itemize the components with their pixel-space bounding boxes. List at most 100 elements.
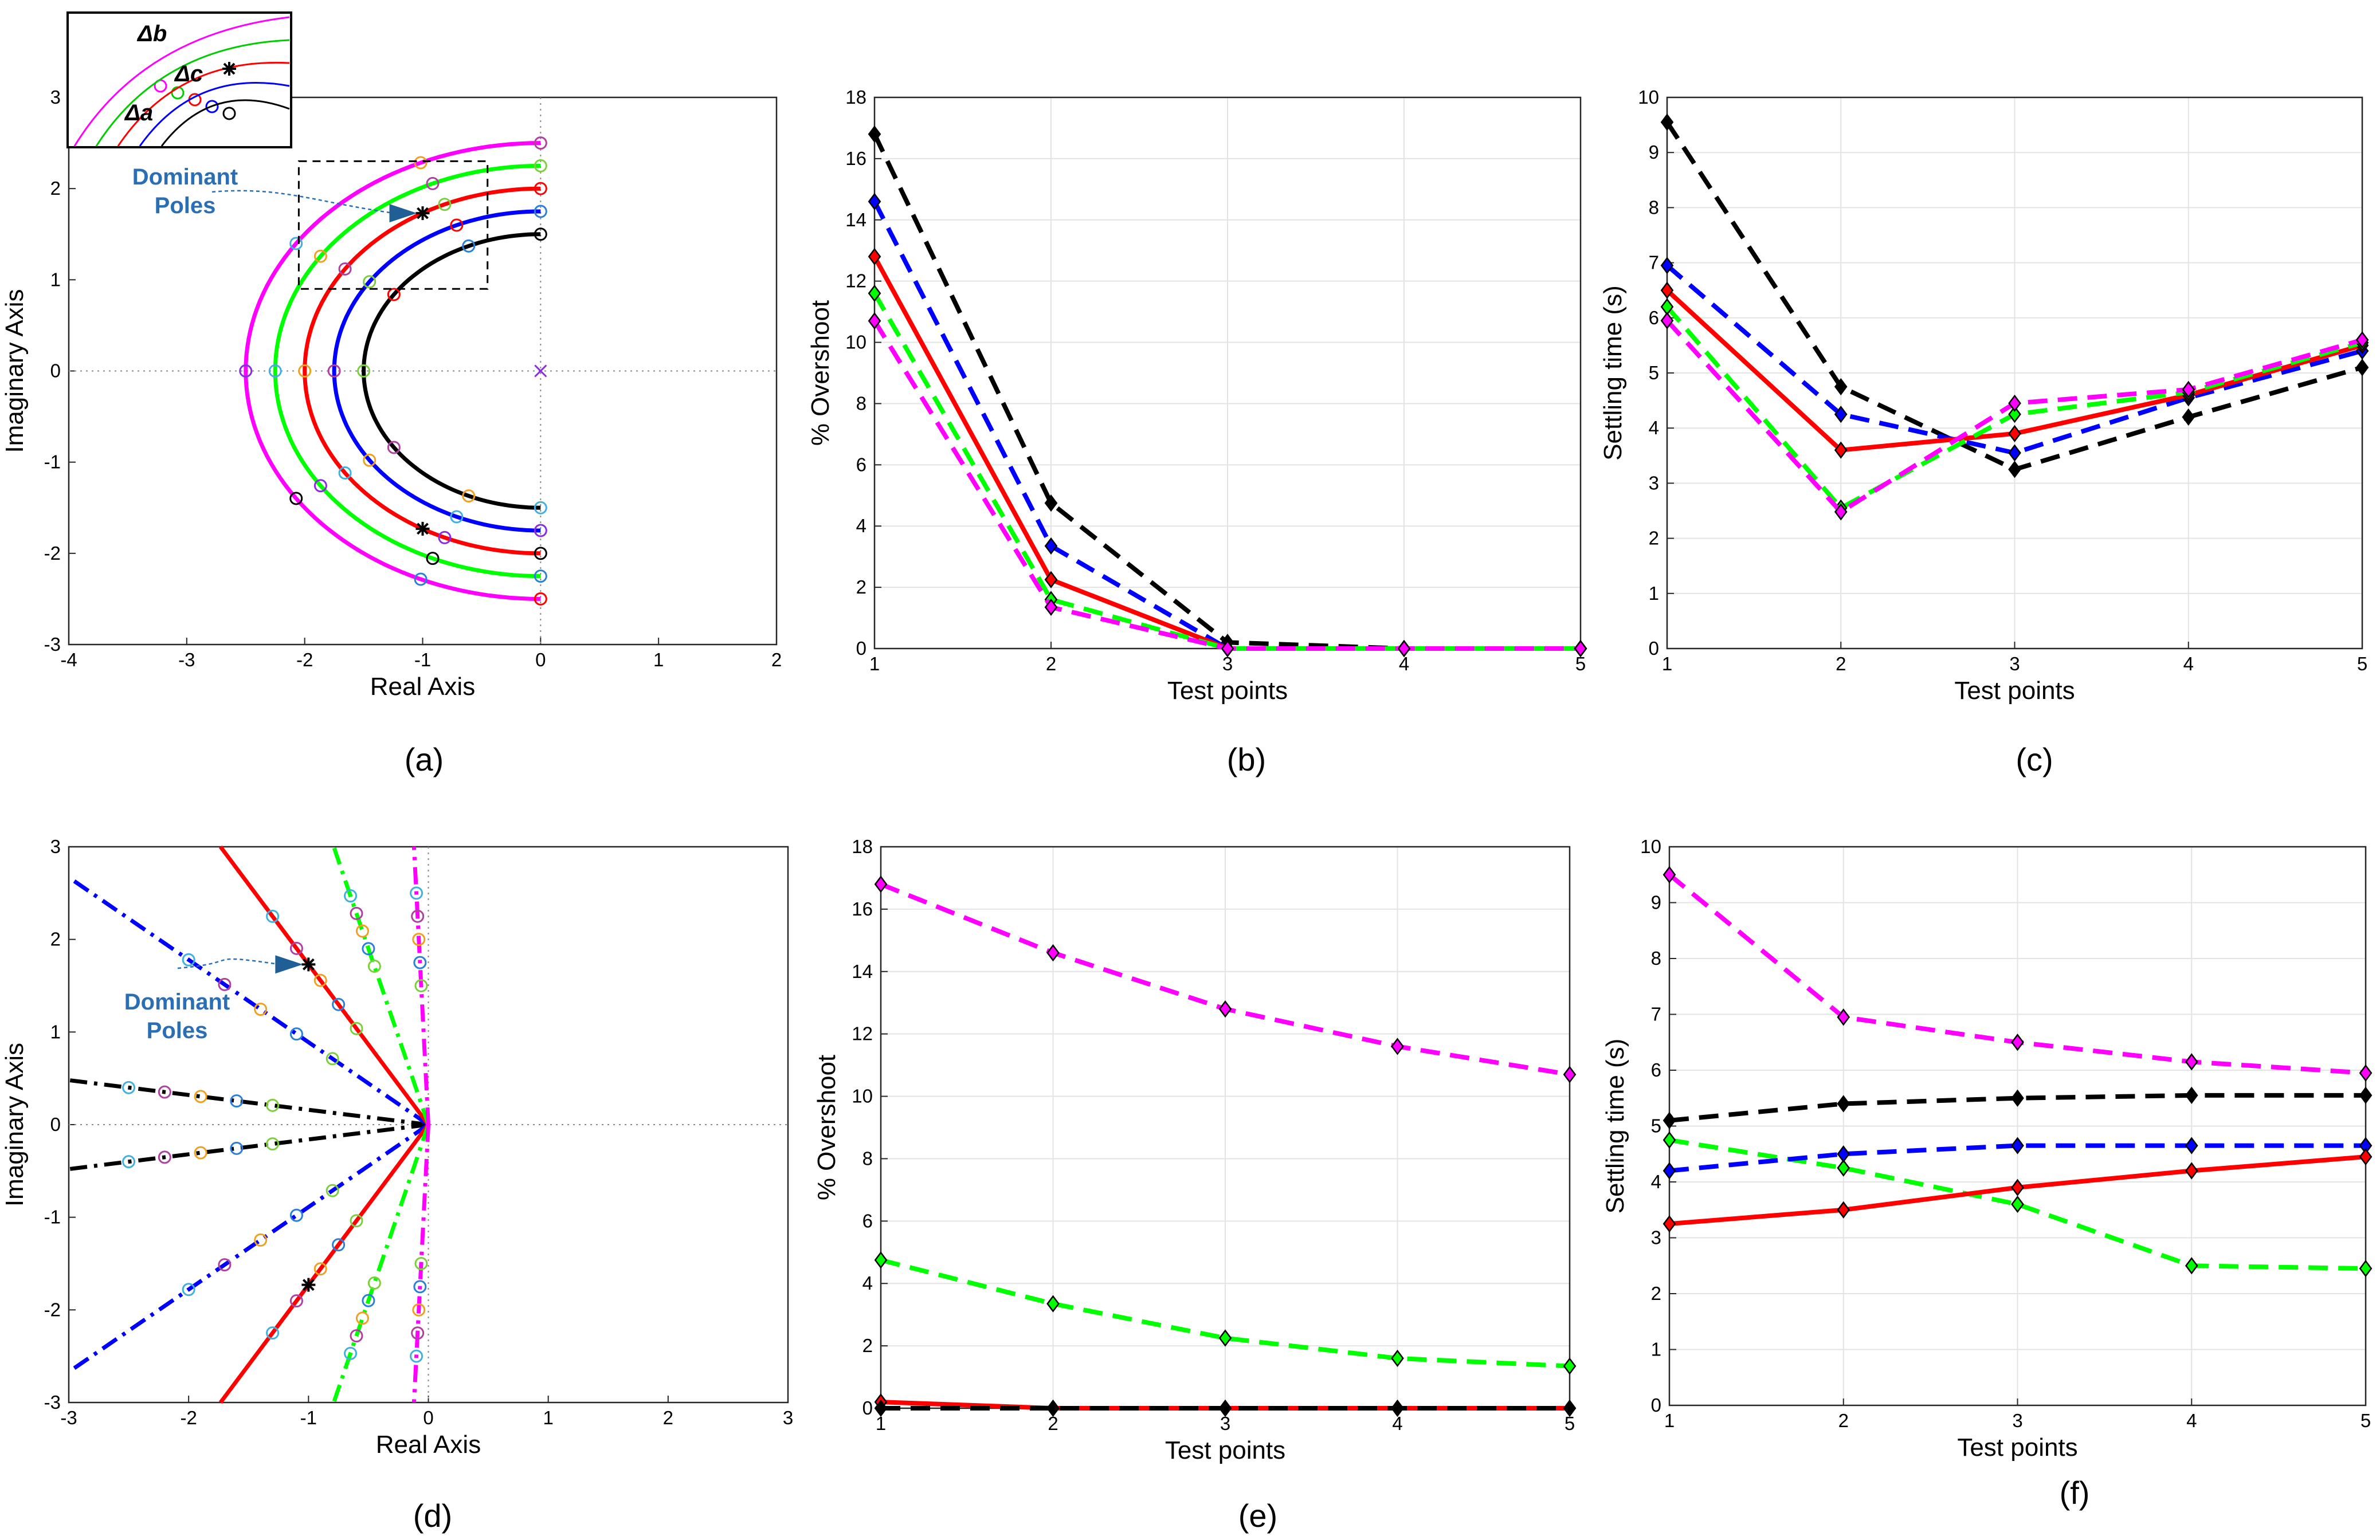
x-axis-label: Test points [1954,677,2075,705]
pole-marker [426,176,440,190]
pole-marker [158,1150,171,1164]
data-point-marker [1837,1201,1850,1219]
y-tick-label: 1 [50,269,61,290]
x-tick-label: 2 [663,1407,673,1428]
pole-marker [534,227,547,241]
x-tick-label: 3 [1222,653,1233,674]
pole-marker [254,1003,268,1016]
y-tick-label: 6 [1651,1059,1661,1081]
x-tick-label: 1 [1662,653,1672,674]
y-tick-label: -3 [44,1392,61,1413]
pole-marker [426,552,440,565]
y-axis-label: Imaginary Axis [1,289,29,453]
y-tick-label: -3 [44,634,61,655]
y-tick-label: 2 [1651,1283,1661,1304]
pole-marker [413,956,427,969]
data-point-marker [2008,461,2021,478]
y-tick-label: 4 [1649,417,1659,438]
inset-arc [139,82,290,147]
y-tick-label: -2 [44,543,61,564]
pole-marker [350,1214,363,1228]
y-tick-label: 6 [856,454,866,475]
dominant-pole-marker [222,62,236,76]
data-point-marker [1391,1399,1404,1417]
data-point-marker [1563,1357,1577,1375]
locus-green [332,846,430,1126]
data-point-marker [874,875,888,893]
locus-magenta [244,141,541,601]
data-point-marker [1563,1066,1577,1083]
y-tick-label: 0 [50,1114,61,1135]
x-tick-label: -3 [60,1407,77,1428]
pole-marker [122,1081,136,1094]
data-point-marker [1660,312,1674,329]
pole-marker [450,218,464,232]
zoom-box [297,160,489,290]
inset-arc [117,61,290,147]
x-axis-label: Real Axis [370,673,475,701]
y-tick-label: 7 [1651,1004,1661,1025]
pole-marker [350,906,363,920]
data-point-marker [2008,394,2021,412]
y-tick-label: 3 [50,836,61,857]
pole-marker [332,1238,346,1252]
y-tick-label: 2 [50,178,61,199]
pole-marker [266,1098,280,1112]
y-tick-label: 18 [845,87,866,108]
pole-marker [289,1208,303,1222]
data-point-marker [1397,639,1411,658]
pole-marker [313,249,327,263]
data-point-marker [1574,639,1587,658]
pole-marker [326,1052,339,1066]
y-tick-label: 2 [856,576,866,598]
x-tick-label: 4 [1399,653,1409,674]
y-axis-label: % Overshoot [806,300,834,446]
y-tick-label: 1 [1651,1339,1661,1360]
locus-black [362,232,541,510]
pole-marker [411,909,425,923]
x-tick-label: -3 [178,649,195,670]
data-point-marker [868,312,881,330]
data-point-marker [1663,1131,1676,1149]
data-point-marker [874,1399,888,1417]
locus-red [218,1123,430,1404]
annotation-poles: Poles [155,193,216,218]
panel-label: (a) [405,741,444,777]
series-line-black [1669,1093,2366,1123]
data-point-marker [1391,1038,1404,1055]
dominant-pole-marker [415,521,430,536]
y-tick-label: 4 [1651,1171,1661,1192]
pole-marker [338,262,352,276]
data-point-marker [1218,1329,1232,1347]
data-point-marker [2185,1162,2198,1180]
data-point-marker [1834,406,1848,423]
x-tick-label: 2 [1046,653,1056,674]
data-point-marker [2011,1137,2024,1154]
pole-marker [194,1146,207,1160]
data-point-marker [1044,571,1058,588]
data-point-marker [874,1251,888,1269]
pole-marker [355,924,369,938]
pole-marker [534,524,547,537]
data-point-marker [868,284,881,302]
y-tick-label: 2 [50,929,61,950]
y-tick-label: -1 [44,1207,61,1228]
pole-marker [326,1184,339,1197]
pole-marker [355,1311,369,1325]
y-tick-label: 6 [862,1210,873,1231]
data-point-marker [1837,1095,1850,1113]
locus-red [218,845,430,1126]
data-point-marker [2185,1086,2198,1104]
annotation-dominant: Dominant [124,989,230,1015]
y-tick-label: 0 [50,360,61,382]
pole-marker [182,953,195,967]
data-point-marker [1663,866,1676,883]
data-point-marker [1660,281,1674,299]
pole-marker [414,572,428,586]
x-tick-label: 3 [2009,653,2020,674]
pole-marker [332,997,346,1011]
inset-label-delta-a: Δa [124,100,153,125]
